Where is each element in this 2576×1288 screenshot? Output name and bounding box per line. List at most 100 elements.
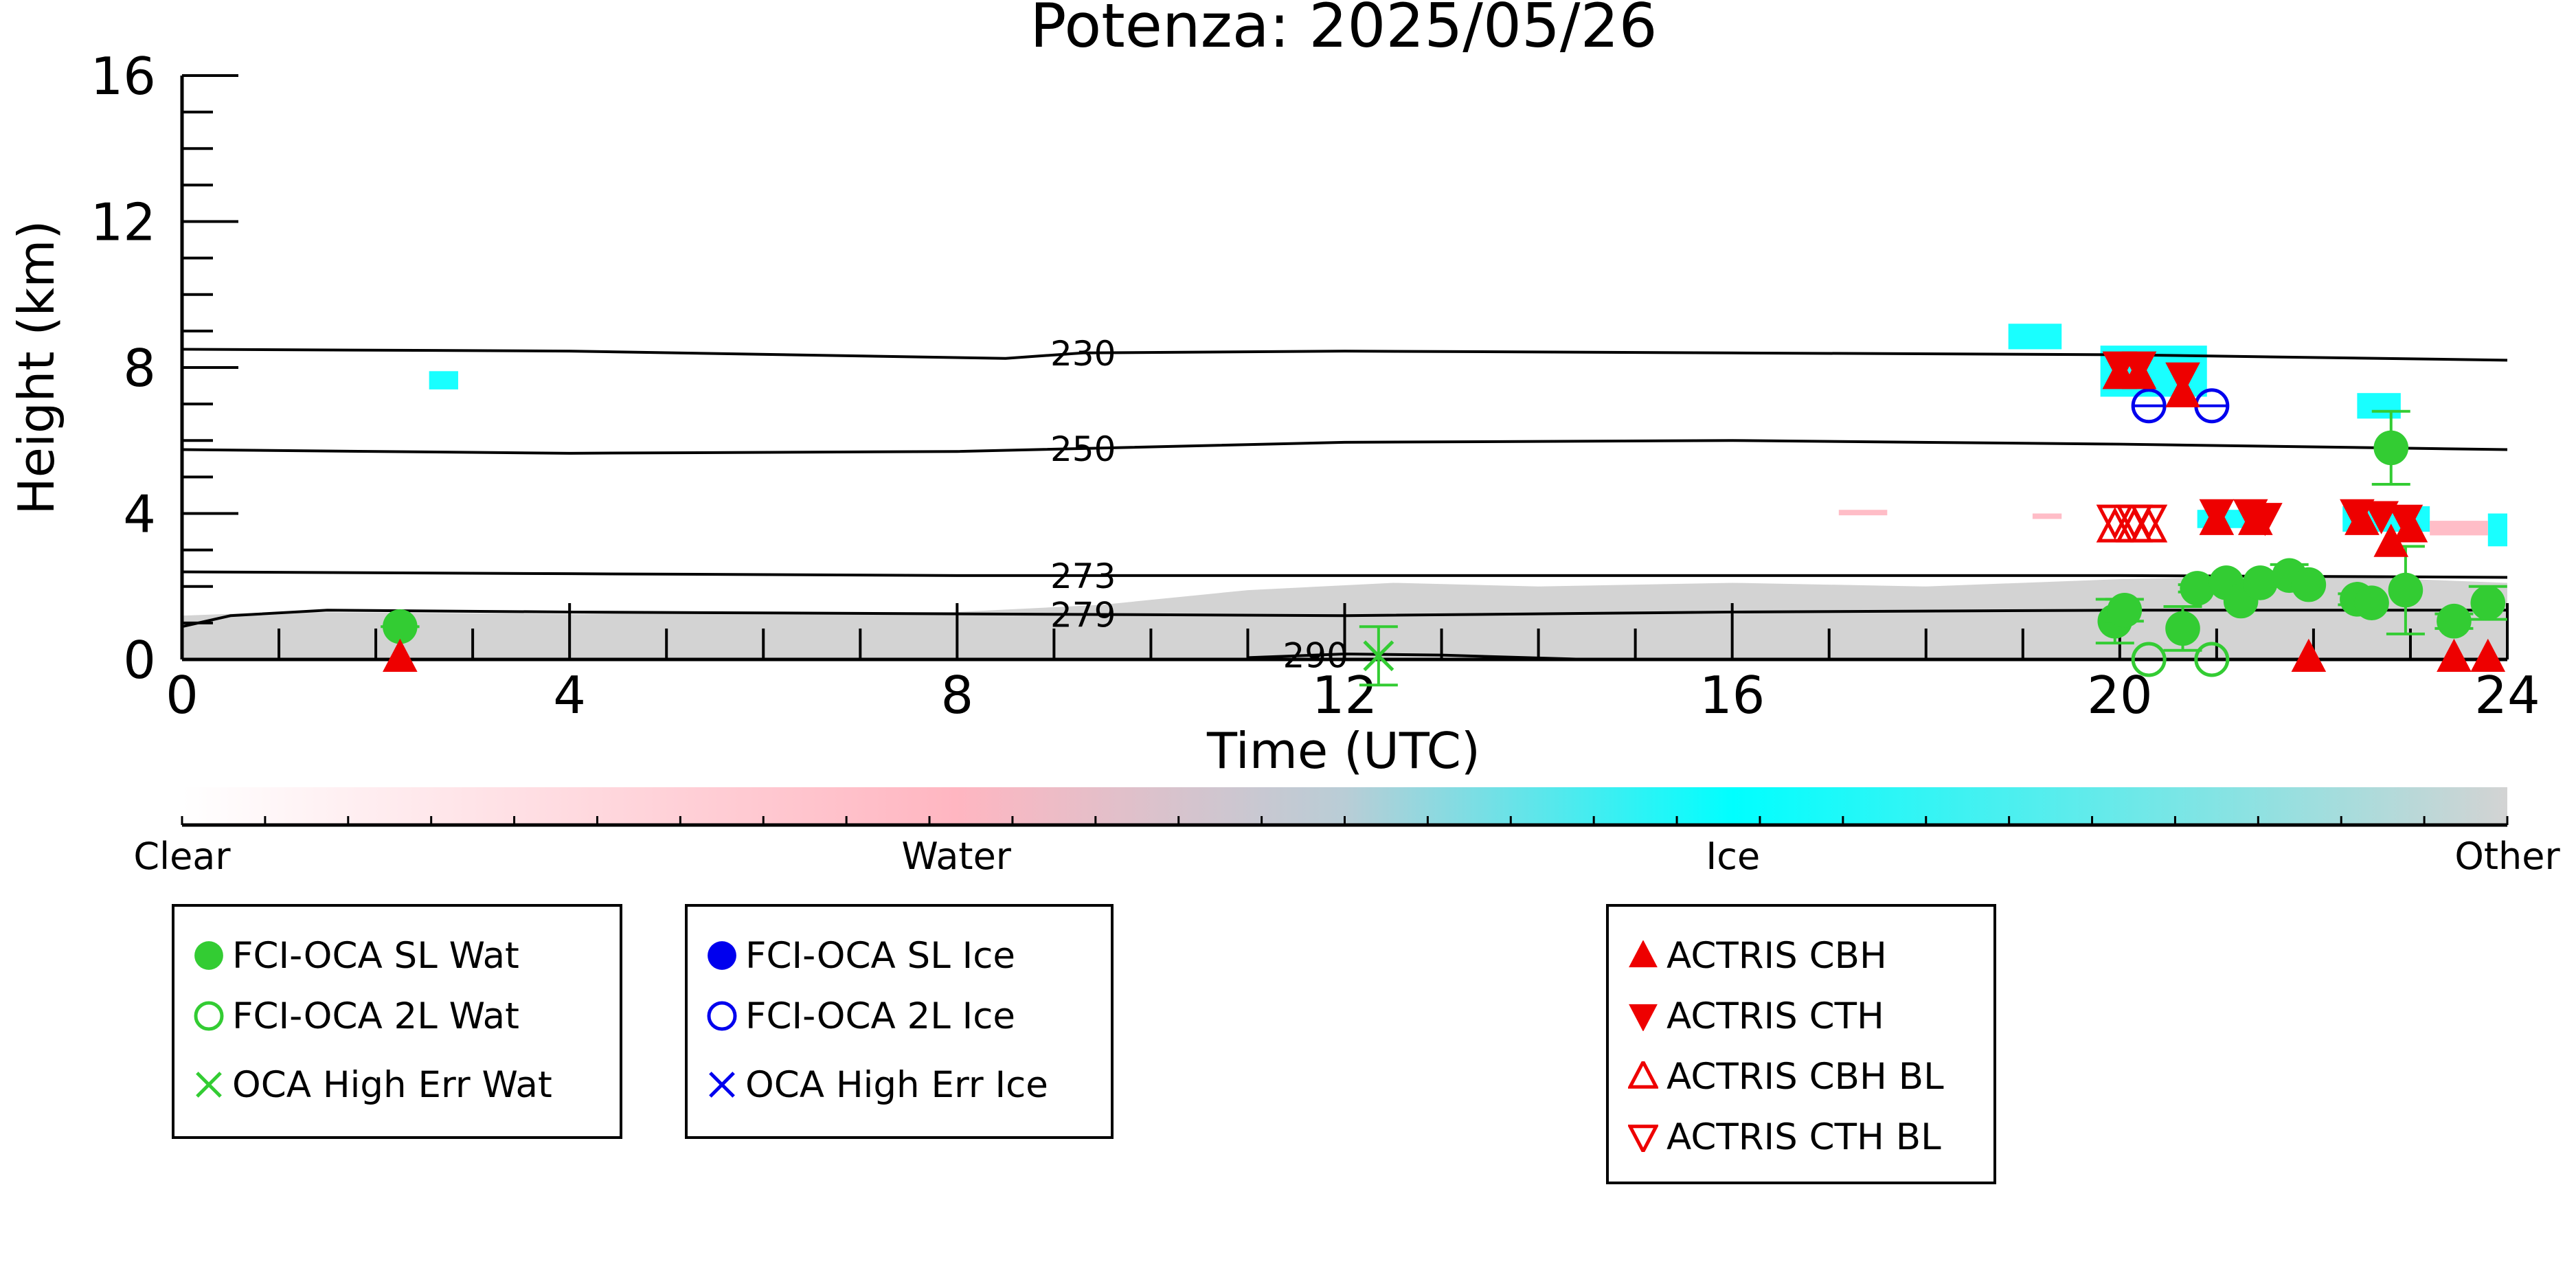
x-stroke (196, 1072, 222, 1098)
legend-marker-filled-triangle-up (1629, 940, 1658, 968)
legend-marker-shape (194, 1001, 224, 1031)
x-tick-label: 4 (553, 665, 586, 725)
point-actris-cbh-bl (2096, 507, 2134, 543)
point-fci-oca-2l-wat (2194, 642, 2230, 677)
point-fci-oca-sl-wat (2354, 585, 2389, 620)
legend-label: OCA High Err Wat (232, 1063, 552, 1106)
legend-marker-shape (1628, 1125, 1658, 1152)
point-fci-oca-sl-wat (383, 609, 418, 644)
x-tick-label: 16 (1699, 665, 1765, 725)
y-axis-label: Height (km) (8, 221, 65, 515)
patch-water-8 (2032, 513, 2062, 519)
colorbar-labels: Clear Water Ice Other (133, 835, 2560, 878)
legend-marker-x (709, 1072, 735, 1098)
colorbar-label-water: Water (901, 835, 1011, 878)
legend-marker-open-circle (707, 1001, 737, 1031)
y-tick-label: 4 (123, 484, 156, 545)
point-actris-cbh (383, 638, 418, 673)
point-actris-cbh (2291, 638, 2327, 673)
patch-water-7 (1838, 510, 1888, 516)
point-actris-cth (2121, 351, 2157, 385)
point-oca-high-err-wat (1363, 640, 1394, 672)
colorbar-label-ice: Ice (1706, 835, 1760, 878)
legend-label: FCI-OCA 2L Wat (232, 995, 519, 1037)
y-tick-label: 16 (91, 46, 156, 106)
data-markers (381, 351, 2507, 687)
point-actris-cth-bl (2096, 504, 2134, 541)
point-fci-oca-sl-wat (2291, 567, 2327, 602)
patch-ice-0 (429, 371, 458, 389)
isotherm-label-273: 273 (1050, 556, 1116, 596)
point-actris-cbh (2373, 523, 2409, 557)
legend-box-3: ACTRIS CBH ACTRIS CTH ACTRIS CBH BL ACTRIS … (1606, 904, 1996, 1184)
isotherm-label-230: 230 (1050, 334, 1116, 374)
point-actris-cth (2364, 501, 2399, 534)
legend-marker-shape (1629, 1004, 1658, 1031)
legend-marker-filled-circle (708, 941, 736, 970)
isotherm-line-250 (181, 439, 2508, 455)
legend-marker-x (196, 1072, 222, 1098)
point-fci-oca-2l-ice (2131, 388, 2167, 424)
legend-entry: ACTRIS CTH (1628, 992, 1884, 1040)
legend-marker-shape (1629, 940, 1658, 968)
point-actris-cth (2199, 499, 2235, 533)
legend-label: FCI-OCA SL Wat (232, 934, 519, 977)
legend-marker-shape (194, 941, 223, 970)
x-stroke (1363, 640, 1394, 672)
x-tick-label: 8 (940, 665, 973, 725)
patch-ice-1 (2008, 324, 2062, 350)
y-tick-label: 8 (123, 338, 156, 398)
legend-entry: FCI-OCA SL Wat (194, 931, 519, 980)
legend-entry: OCA High Err Wat (194, 1061, 552, 1109)
point-actris-cth (2388, 504, 2424, 539)
legend-entry: ACTRIS CBH BL (1628, 1052, 1944, 1100)
legend-label: ACTRIS CTH (1667, 995, 1884, 1037)
legend-label: ACTRIS CTH BL (1667, 1116, 1941, 1158)
legend-entry: FCI-OCA 2L Wat (194, 992, 519, 1040)
point-actris-cth (2340, 499, 2375, 533)
point-fci-oca-sl-wat (2180, 571, 2215, 606)
chart-title: Potenza: 2025/05/26 (1030, 0, 1657, 61)
point-fci-oca-sl-wat (2437, 603, 2472, 639)
y-tick-label: 12 (91, 192, 156, 253)
legend-marker-filled-triangle-down (1629, 1004, 1658, 1031)
x-tick-label: 12 (1312, 665, 1377, 725)
point-fci-oca-sl-wat (2107, 592, 2143, 628)
point-fci-oca-sl-wat (2388, 572, 2424, 608)
legend-marker-open-circle (194, 1001, 224, 1031)
legend-marker-shape (1628, 1061, 1658, 1089)
legend-marker-open-triangle-down (1628, 1125, 1658, 1152)
isotherm-label-290: 290 (1283, 636, 1348, 676)
y-tick-label: 0 (123, 630, 156, 690)
isotherm-line-273 (181, 570, 2508, 579)
colorbar-label-clear: Clear (133, 835, 231, 878)
legend-entry: FCI-OCA 2L Ice (707, 992, 1015, 1040)
x-tick-label: 24 (2474, 665, 2540, 725)
point-fci-oca-sl-wat (2470, 585, 2506, 620)
legend-label: ACTRIS CBH (1667, 934, 1887, 977)
point-actris-cbh (2437, 638, 2472, 673)
patch-water-9 (2430, 521, 2488, 536)
patch-ice-6 (2487, 513, 2507, 547)
patch-ice-3 (2357, 393, 2401, 419)
legend-label: FCI-OCA 2L Ice (745, 995, 1016, 1037)
isotherm-label-279: 279 (1050, 595, 1116, 635)
colorbar-ticks (181, 816, 2509, 825)
legend-marker-shape (707, 1001, 737, 1031)
isotherm-label-250: 250 (1050, 429, 1116, 469)
legend-entry: OCA High Err Ice (707, 1061, 1048, 1109)
colorbar-label-other: Other (2454, 835, 2560, 878)
isotherm-line-290 (1247, 653, 1588, 661)
legend-label: OCA High Err Ice (745, 1063, 1048, 1106)
legend-marker-shape (196, 1072, 222, 1098)
legend-marker-shape (708, 941, 736, 970)
point-actris-cth (2248, 503, 2283, 536)
point-fci-oca-2l-wat (2131, 642, 2167, 677)
point-actris-cbh (2470, 638, 2506, 673)
point-fci-oca-sl-wat (2373, 430, 2409, 466)
legend-marker-filled-circle (194, 941, 223, 970)
isotherm-line-230 (181, 348, 2508, 362)
x-stroke (709, 1072, 735, 1098)
